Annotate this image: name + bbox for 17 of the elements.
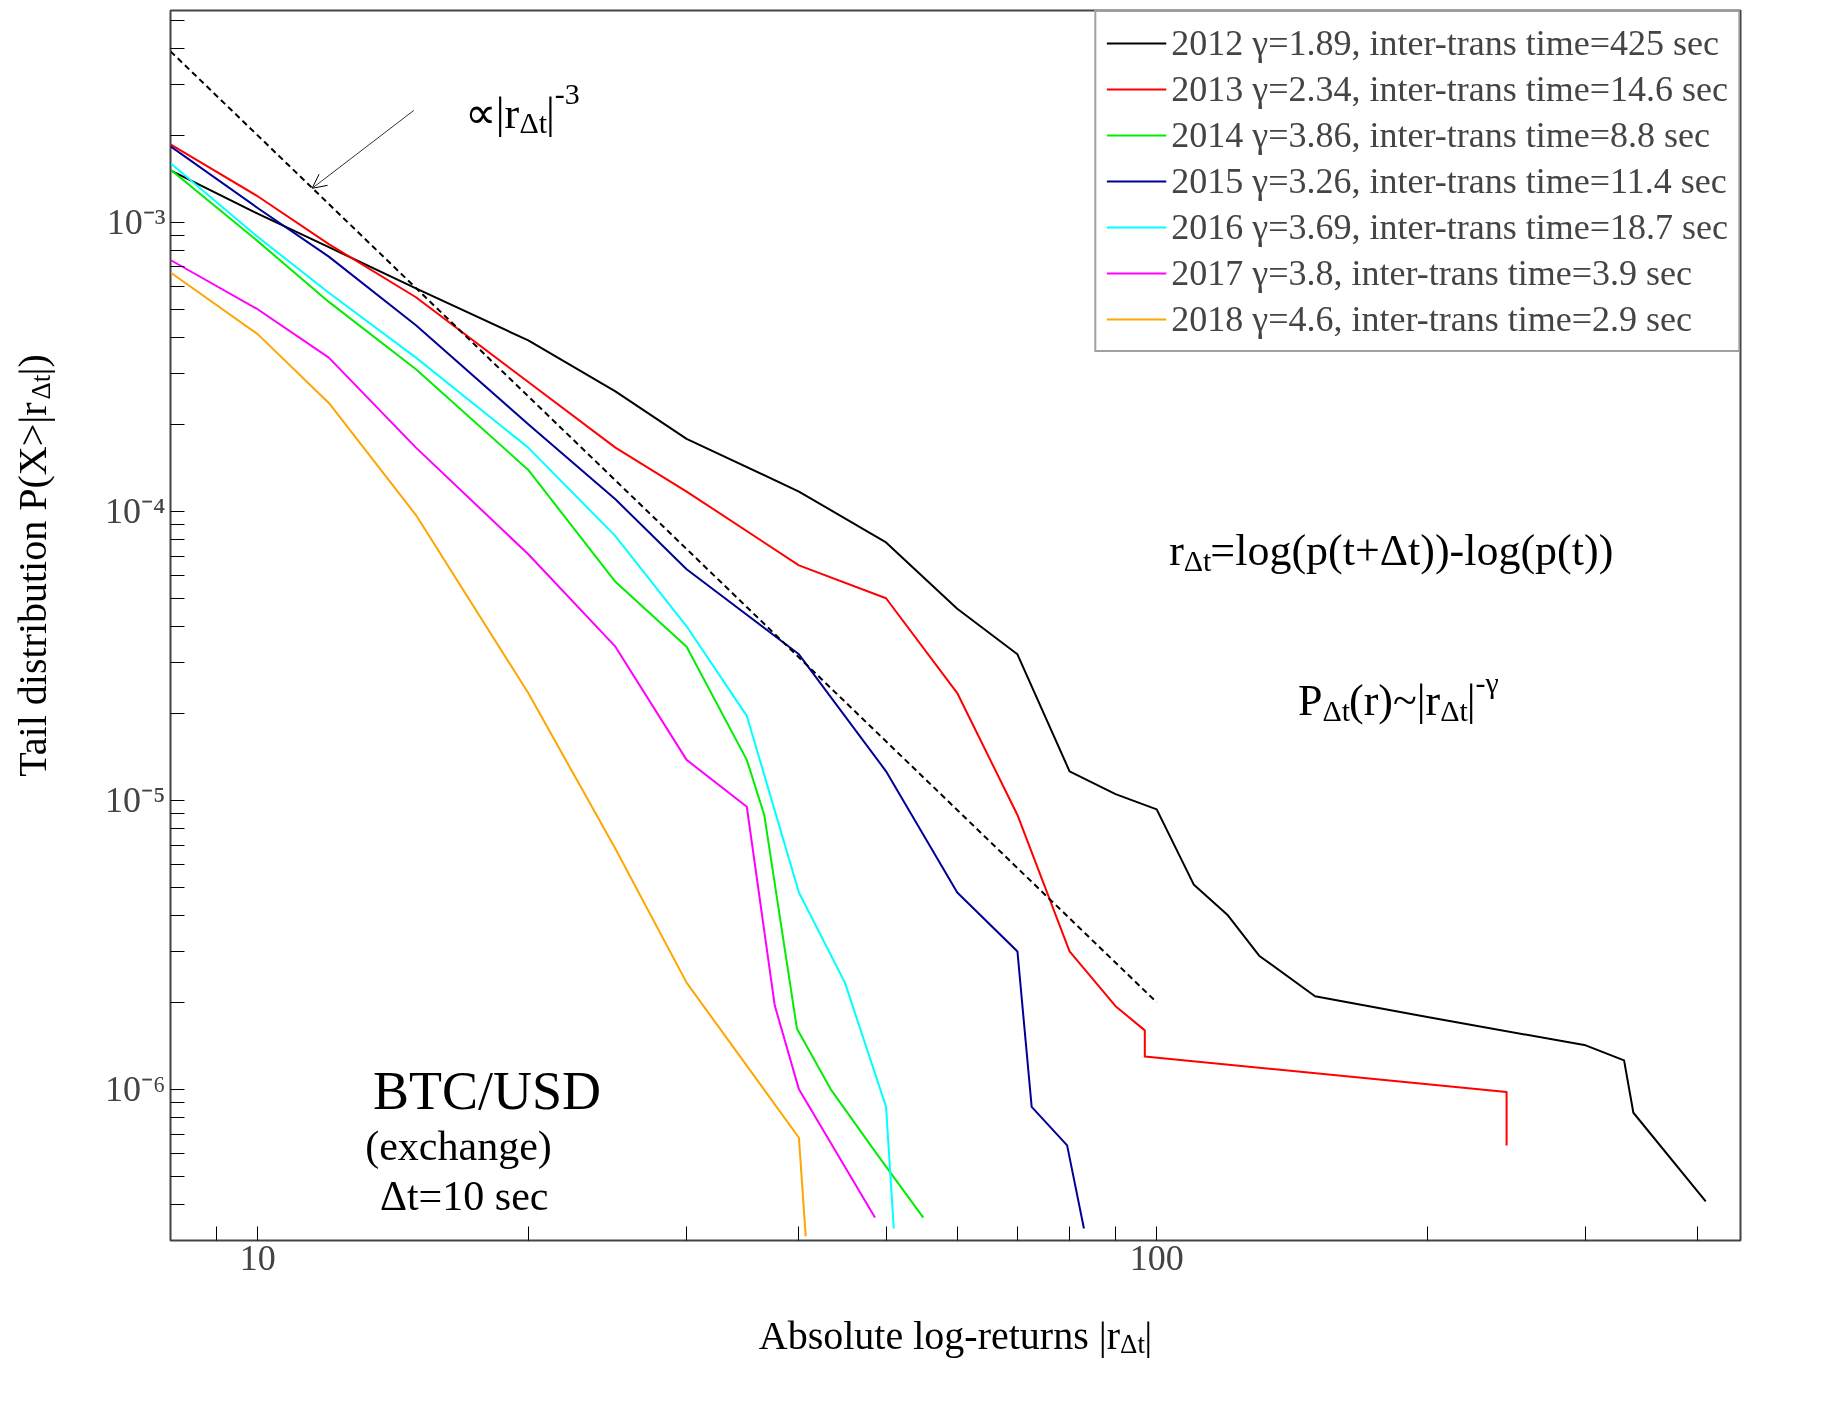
x-tick-label: 10	[239, 1237, 276, 1278]
annotation: (exchange)	[365, 1122, 552, 1170]
legend-label: 2016 γ=3.69, inter-trans time=18.7 sec	[1171, 206, 1728, 248]
legend-label: 2013 γ=2.34, inter-trans time=14.6 sec	[1171, 68, 1728, 110]
y-tick-label: 10⁻⁶	[104, 1069, 166, 1110]
legend-label: 2018 γ=4.6, inter-trans time=2.9 sec	[1171, 298, 1692, 340]
annotation: Δt=10 sec	[379, 1172, 549, 1219]
legend-label: 2015 γ=3.26, inter-trans time=11.4 sec	[1171, 160, 1727, 202]
legend-label: 2012 γ=1.89, inter-trans time=425 sec	[1171, 22, 1719, 64]
legend-label: 2017 γ=3.8, inter-trans time=3.9 sec	[1171, 252, 1692, 294]
y-tick-label: 10⁻⁵	[104, 780, 166, 821]
legend-label: 2014 γ=3.86, inter-trans time=8.8 sec	[1171, 114, 1710, 156]
y-axis-title: Tail distribution P(X>|rΔt|)	[10, 354, 57, 777]
y-tick-label: 10⁻³	[106, 202, 166, 243]
x-tick-label: 100	[1129, 1237, 1184, 1278]
annotation: BTC/USD	[373, 1060, 602, 1121]
y-tick-label: 10⁻⁴	[104, 491, 166, 532]
